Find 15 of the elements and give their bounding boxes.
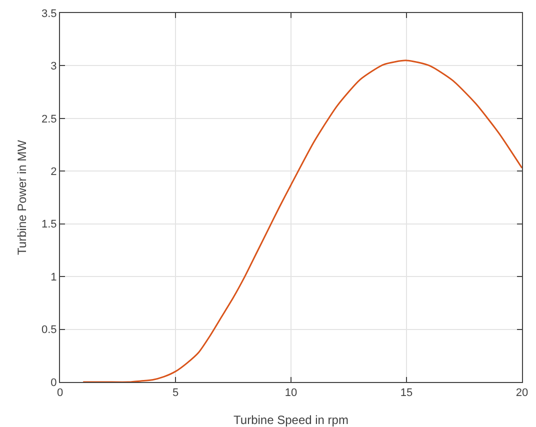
x-tick-label: 5 (172, 387, 179, 400)
x-axis-title: Turbine Speed in rpm (234, 413, 348, 427)
y-tick-label: 1 (50, 271, 57, 284)
x-tick-label: 10 (284, 387, 298, 400)
x-tick-label: 20 (516, 387, 528, 400)
y-tick-label: 0 (50, 376, 57, 389)
y-tick-label: 3.5 (42, 8, 57, 20)
y-tick-label: 2.5 (42, 113, 57, 126)
x-tick-label: 15 (400, 387, 413, 400)
y-tick-label: 2 (50, 166, 57, 178)
y-tick-label: 3 (50, 60, 57, 73)
y-axis-title: Turbine Power in MW (15, 139, 29, 255)
y-tick-label: 1.5 (42, 218, 57, 231)
line-series (82, 60, 522, 382)
y-tick-label: 0.5 (42, 324, 57, 336)
